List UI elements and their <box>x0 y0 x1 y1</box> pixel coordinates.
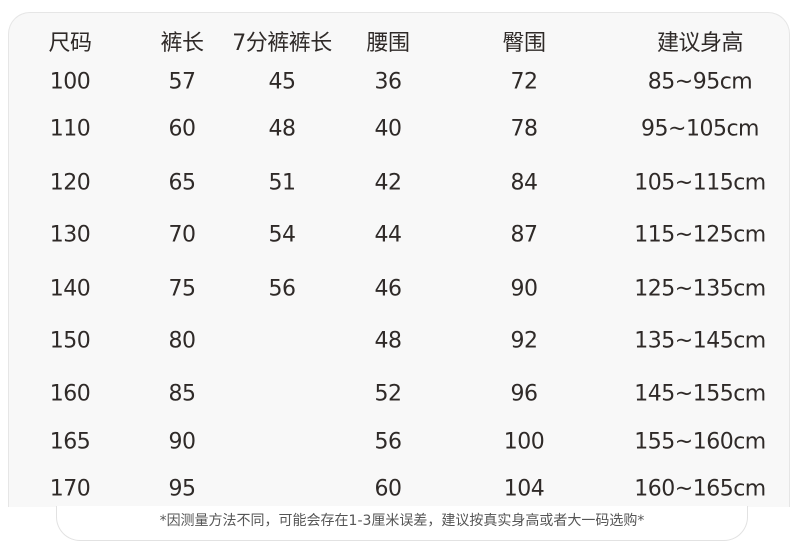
cell-waist: 42 <box>374 170 403 196</box>
header-waist: 腰围 <box>366 31 410 56</box>
header-hip: 臀围 <box>502 31 546 56</box>
cell-hip: 92 <box>510 328 539 354</box>
cell-size: 120 <box>49 170 91 196</box>
cell-length: 75 <box>168 276 197 302</box>
cell-size: 130 <box>49 222 91 248</box>
cell-cropped-length: 51 <box>268 170 297 196</box>
cell-height: 135~145cm <box>634 328 766 354</box>
cell-length: 65 <box>168 170 197 196</box>
cell-height: 155~160cm <box>634 429 766 455</box>
header-cropped-length: 7分裤裤长 <box>232 31 332 56</box>
cell-waist: 40 <box>374 116 403 142</box>
cell-cropped-length: 54 <box>268 222 297 248</box>
cell-height: 95~105cm <box>641 116 759 142</box>
cell-cropped-length: 48 <box>268 116 297 142</box>
cell-cropped-length: 56 <box>268 276 297 302</box>
cell-hip: 104 <box>503 476 545 502</box>
cell-waist: 44 <box>374 222 403 248</box>
cell-size: 170 <box>49 476 91 502</box>
cell-size: 150 <box>49 328 91 354</box>
cell-hip: 78 <box>510 116 539 142</box>
cell-waist: 56 <box>374 429 403 455</box>
cell-length: 95 <box>168 476 197 502</box>
cell-length: 70 <box>168 222 197 248</box>
cell-height: 145~155cm <box>634 381 766 407</box>
cell-length: 85 <box>168 381 197 407</box>
cell-waist: 60 <box>374 476 403 502</box>
cell-height: 115~125cm <box>634 222 766 248</box>
cell-height: 125~135cm <box>634 276 766 302</box>
cell-hip: 90 <box>510 276 539 302</box>
cell-size: 160 <box>49 381 91 407</box>
cell-hip: 84 <box>510 170 539 196</box>
footnote: *因测量方法不同，可能会存在1-3厘米误差，建议按真实身高或者大一码选购* <box>56 506 748 541</box>
cell-height: 105~115cm <box>634 170 766 196</box>
header-size: 尺码 <box>48 31 92 56</box>
cell-waist: 36 <box>374 69 403 95</box>
cell-waist: 48 <box>374 328 403 354</box>
cell-length: 80 <box>168 328 197 354</box>
cell-hip: 72 <box>510 69 539 95</box>
cell-waist: 46 <box>374 276 403 302</box>
cell-hip: 100 <box>503 429 545 455</box>
header-length: 裤长 <box>160 31 204 56</box>
cell-cropped-length: 45 <box>268 69 297 95</box>
cell-height: 160~165cm <box>634 476 766 502</box>
cell-size: 100 <box>49 69 91 95</box>
cell-size: 140 <box>49 276 91 302</box>
header-height: 建议身高 <box>656 31 744 56</box>
cell-height: 85~95cm <box>647 69 753 95</box>
cell-size: 165 <box>49 429 91 455</box>
cell-hip: 87 <box>510 222 539 248</box>
cell-waist: 52 <box>374 381 403 407</box>
cell-hip: 96 <box>510 381 539 407</box>
size-chart-card <box>8 12 790 507</box>
cell-length: 90 <box>168 429 197 455</box>
cell-size: 110 <box>49 116 91 142</box>
cell-length: 57 <box>168 69 197 95</box>
cell-length: 60 <box>168 116 197 142</box>
